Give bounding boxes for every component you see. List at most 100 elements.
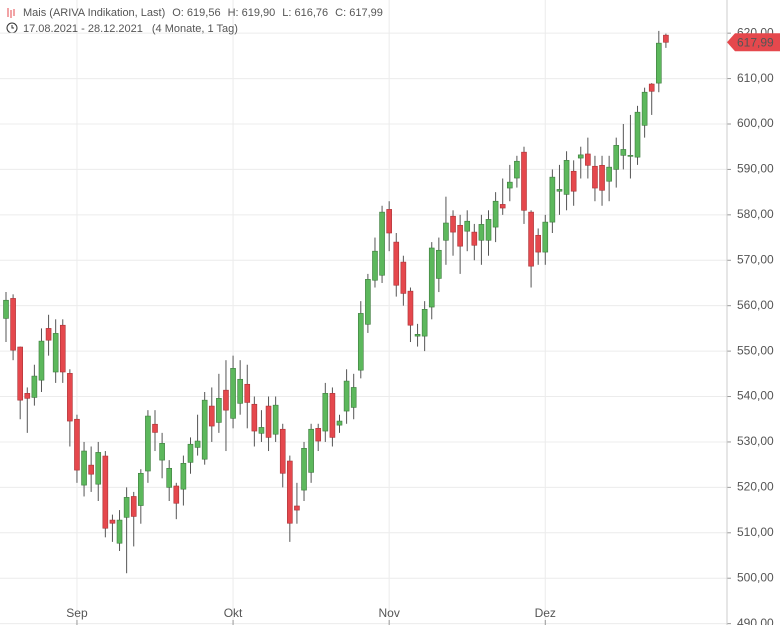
- candle-body: [45, 328, 52, 341]
- candle-body: [443, 222, 449, 241]
- candle-body: [336, 420, 343, 426]
- title: Mais (ARIVA Indikation, Last): [23, 7, 165, 19]
- candle-body: [138, 472, 144, 506]
- candle-body: [81, 450, 87, 486]
- candle-body: [528, 211, 534, 267]
- candle-body: [641, 91, 648, 126]
- candle-body: [251, 403, 258, 432]
- candle-body: [464, 220, 471, 232]
- candle-body: [308, 428, 314, 473]
- candle-body: [130, 496, 137, 517]
- candle-body: [535, 234, 541, 253]
- candle-body: [38, 340, 45, 381]
- y-tick-label: 520,00: [737, 480, 774, 494]
- candle-body: [123, 497, 130, 518]
- candle-body: [17, 346, 23, 401]
- candle-body: [428, 247, 435, 308]
- candle-body: [180, 462, 187, 490]
- candle-body: [492, 200, 499, 228]
- candle-body: [577, 154, 584, 159]
- y-tick-label: 570,00: [737, 252, 774, 266]
- candle-body: [52, 333, 59, 373]
- candle-body: [372, 250, 378, 281]
- candle-body: [634, 111, 641, 158]
- candle-body: [343, 380, 350, 412]
- candle-body: [24, 393, 31, 399]
- candle-body: [450, 215, 456, 233]
- y-tick-label: 590,00: [737, 162, 774, 176]
- candle-body: [549, 176, 556, 223]
- y-tick-label: 550,00: [737, 343, 774, 357]
- header-icon: [7, 8, 15, 18]
- candle-body: [145, 415, 151, 472]
- candle-body: [173, 485, 180, 504]
- y-tick-label: 600,00: [737, 116, 774, 130]
- candle-body: [31, 375, 38, 398]
- candle-body: [556, 189, 563, 192]
- candle-body: [237, 378, 243, 404]
- y-tick-label: 610,00: [737, 71, 774, 85]
- candle-body: [159, 443, 165, 461]
- candle-body: [436, 249, 442, 279]
- candle-body: [400, 261, 407, 294]
- clock-hands: [11, 25, 14, 29]
- candle-body: [194, 440, 201, 448]
- candle-body: [485, 219, 492, 241]
- candle-body: [407, 290, 414, 326]
- y-tick-label: 510,00: [737, 525, 774, 539]
- candle-body: [216, 398, 222, 423]
- candle-body: [294, 505, 300, 511]
- header-range: 17.08.2021 - 28.12.2021 (4 Monate, 1 Tag): [23, 23, 238, 35]
- candle-body: [514, 160, 520, 179]
- candle-body: [109, 519, 116, 524]
- candle-body: [478, 224, 485, 241]
- x-tick-label: Sep: [66, 606, 88, 620]
- date-range: 17.08.2021 - 28.12.2021: [23, 23, 143, 35]
- candle-body: [223, 389, 229, 411]
- x-tick-label: Okt: [224, 606, 243, 620]
- ohlc-value: C: 617,99: [335, 7, 383, 19]
- candle-body: [244, 383, 251, 403]
- last-price-label: 617,99: [737, 35, 774, 49]
- candle-body: [620, 149, 627, 156]
- candle-body: [570, 170, 577, 192]
- candle-body: [166, 467, 173, 488]
- candle-body: [301, 448, 307, 491]
- candle-body: [287, 460, 293, 524]
- period: (4 Monate, 1 Tag): [152, 23, 238, 35]
- candle-body: [542, 221, 549, 253]
- header-title: Mais (ARIVA Indikation, Last) O: 619,56 H:…: [23, 7, 383, 19]
- candle-body: [386, 209, 392, 234]
- y-tick-label: 540,00: [737, 389, 774, 403]
- ohlc-value: O: 619,56: [172, 7, 220, 19]
- candle-body: [648, 83, 655, 92]
- candle-body: [272, 404, 279, 435]
- ohlc-value: H: 619,90: [228, 7, 276, 19]
- candle-body: [315, 428, 322, 442]
- candle-body: [521, 151, 527, 211]
- candle-body: [599, 165, 605, 191]
- candle-body: [663, 34, 669, 43]
- candle-body: [506, 181, 513, 189]
- candle-body: [279, 428, 286, 474]
- candle-body: [365, 279, 371, 325]
- candle-body: [421, 309, 428, 337]
- candle-body: [563, 160, 570, 195]
- candle-body: [208, 405, 215, 427]
- candle-body: [606, 166, 612, 182]
- candle-body: [3, 299, 9, 319]
- last-price-tag: [727, 33, 780, 52]
- x-tick-label: Nov: [378, 606, 399, 620]
- candle-body: [613, 145, 620, 170]
- candle-body: [201, 399, 208, 460]
- candle-body: [102, 455, 109, 529]
- ohlc-value: L: 616,76: [282, 7, 328, 19]
- candle-body: [67, 373, 73, 422]
- y-tick-label: 500,00: [737, 570, 774, 584]
- candle-body: [627, 155, 634, 157]
- candle-body: [592, 165, 598, 189]
- candle-body: [88, 464, 94, 475]
- candle-body: [357, 313, 364, 371]
- candle-body: [322, 393, 329, 432]
